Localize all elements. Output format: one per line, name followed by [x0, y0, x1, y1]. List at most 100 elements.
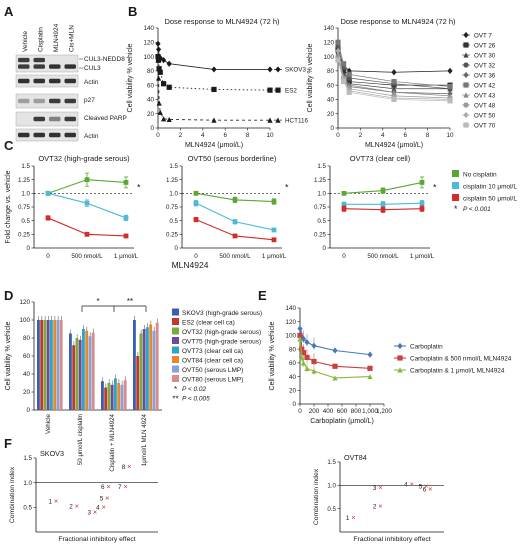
x-tick-label: 600 — [337, 408, 348, 415]
blot-band — [64, 78, 76, 84]
data-point — [193, 190, 199, 196]
data-point — [332, 375, 338, 381]
category-label: 1μmol/L MLN 4924 — [141, 413, 148, 466]
legend-marker — [463, 31, 469, 39]
data-point — [367, 373, 373, 380]
bar — [43, 320, 47, 410]
bar — [85, 330, 89, 410]
legend-c: No cisplatin cisplatin 10 μmol/L cisplatin… — [452, 170, 517, 214]
x-tick-label: 1,200 — [376, 408, 392, 415]
panel-label-E: E — [258, 288, 267, 303]
data-point-hct116 — [211, 117, 217, 123]
data-point — [391, 89, 397, 95]
data-point — [84, 231, 90, 237]
significance-mark: * — [285, 183, 289, 193]
data-point-skov3 — [155, 46, 162, 53]
y-tick-label: 0.25 — [18, 232, 31, 239]
blot-band — [49, 64, 61, 69]
legend-significance-symbol: ** — [172, 395, 178, 404]
data-point — [271, 199, 277, 204]
data-point: × — [378, 483, 382, 492]
legend-swatch — [172, 375, 179, 382]
blot-band — [33, 78, 45, 84]
legend-marker — [463, 122, 469, 128]
data-point: × — [93, 507, 97, 516]
y-tick-label: 20 — [23, 389, 31, 396]
y-tick-label: 100 — [285, 333, 296, 340]
lane-label: Cis+MLN — [68, 25, 75, 52]
bar — [59, 320, 63, 410]
chart-e: 0 20 40 60 80 100 120 140 0 200 400 600 800 1,0001,20… — [269, 305, 512, 425]
y-tick-label: 0.5 — [317, 218, 326, 225]
band-label: Cleaved PARP — [84, 115, 127, 122]
data-point-hct116 — [155, 75, 162, 81]
data-point — [380, 207, 386, 213]
y-tick-label: 100 — [143, 54, 154, 61]
data-point: × — [428, 484, 432, 493]
data-point — [297, 325, 303, 332]
data-point-es2 — [267, 87, 273, 93]
legend-label: OVT 36 — [474, 72, 496, 79]
x-tick-label: 2 — [179, 132, 183, 139]
y-tick-label: 1.5 — [327, 459, 336, 466]
chart-title: OVT84 — [344, 453, 367, 462]
data-point-skov3 — [166, 60, 172, 67]
data-point — [341, 78, 347, 85]
blot-band — [33, 98, 45, 104]
legend-marker — [463, 71, 469, 79]
series-line-es2 — [157, 56, 271, 91]
y-tick-label: 120 — [19, 299, 30, 306]
bar — [72, 345, 76, 410]
y-tick-label: 0.5 — [21, 218, 30, 225]
y-tick-label: 80 — [147, 68, 155, 75]
y-tick-label: 0.5 — [327, 506, 336, 513]
x-tick-label: 1 μmol/L — [114, 253, 139, 260]
series-line — [195, 202, 275, 231]
legend-label: OVT 7 — [474, 32, 492, 39]
data-point: × — [127, 462, 131, 471]
blot-band — [18, 78, 30, 84]
legend-swatch — [172, 327, 179, 335]
data-point — [419, 206, 425, 212]
y-tick-label: 0 — [292, 401, 296, 408]
blot-band — [18, 64, 30, 69]
legend-marker — [463, 102, 469, 108]
data-point-hct116 — [155, 57, 161, 63]
data-point-es2 — [155, 53, 161, 60]
data-point — [447, 83, 453, 90]
x-tick-label: 400 — [323, 408, 334, 415]
x-tick-label: 0 — [342, 253, 346, 260]
category-label: 50 μmol/L cisplatin — [77, 413, 84, 465]
bar — [69, 333, 72, 410]
legend-label: OVT32 (high-grade serous) — [182, 329, 261, 336]
series-line-hct116 — [157, 60, 270, 121]
x-tick-label: 6 — [403, 132, 407, 139]
legend-marker — [463, 62, 469, 68]
legend-marker — [397, 355, 403, 361]
y-tick-label: 0.75 — [314, 204, 327, 211]
band-label: Actin — [84, 133, 99, 140]
y-tick-label: 1.0 — [327, 483, 336, 490]
y-tick-label: 0.5 — [169, 218, 178, 225]
x-tick-label: 6 — [223, 132, 227, 139]
legend-marker — [397, 342, 403, 350]
data-point: × — [351, 513, 355, 522]
y-tick-label: 100 — [323, 54, 334, 61]
legend-label: OVT 43 — [474, 92, 496, 99]
legend-label: OVT50 (serous LMP) — [182, 367, 243, 374]
lane-label: Vehicle — [22, 31, 29, 52]
x-tick-label: 1,000 — [362, 408, 378, 415]
x-axis-label: Fractional inhibitory effect — [58, 536, 135, 543]
legend-label: OVT 32 — [474, 62, 496, 69]
legend-swatch — [172, 308, 179, 316]
data-point — [419, 180, 425, 185]
x-tick-label: 10 — [266, 132, 274, 139]
data-point — [391, 96, 397, 103]
chart-c-2: 0 0.25 0.5 0.75 1.0 1.25 1.5 0 500 nmol/L 1 μmol/… — [166, 154, 289, 260]
blot-band — [64, 132, 76, 138]
bar — [46, 320, 50, 410]
point-label: 5 — [419, 483, 423, 490]
bar — [40, 320, 44, 410]
x-axis-label: Carboplatin (μmol/L) — [310, 418, 374, 425]
y-axis-label: Cell viability % vehicle — [307, 43, 314, 112]
